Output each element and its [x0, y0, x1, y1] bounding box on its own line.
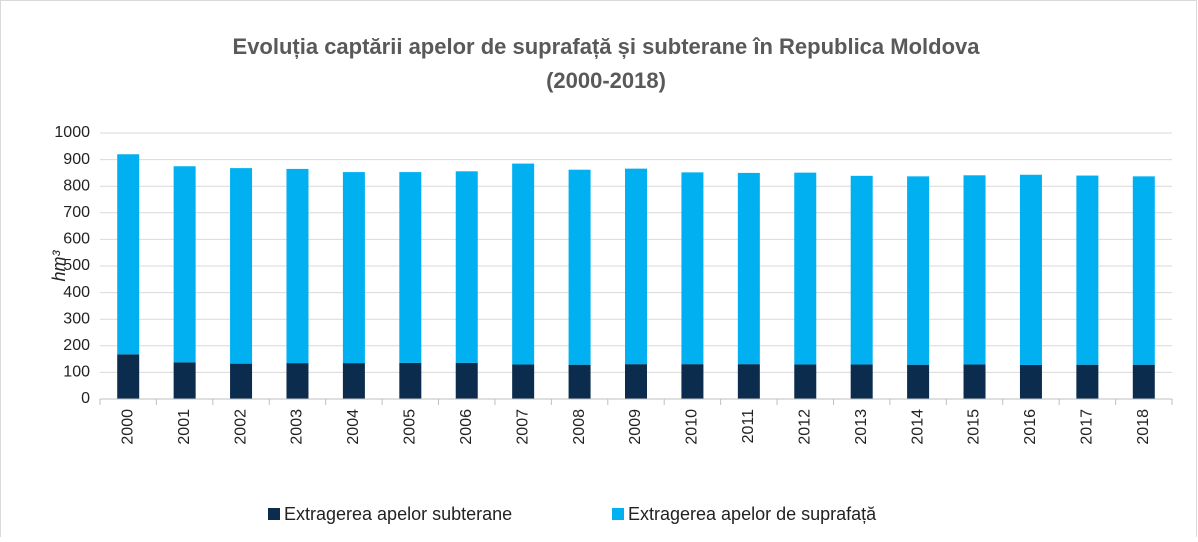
y-tick-label: 100: [63, 364, 90, 381]
x-tick-label: 2005: [402, 409, 419, 445]
bar-segment: [963, 175, 986, 365]
bar-segment: [512, 163, 535, 365]
x-tick-label: 2003: [289, 409, 306, 445]
y-tick-label: 800: [63, 177, 90, 194]
bar-segment: [342, 172, 365, 364]
bar-segment: [850, 175, 873, 365]
bar-segment: [230, 168, 253, 364]
bar-segment: [173, 166, 196, 363]
bar-segment: [230, 363, 253, 399]
bar-segment: [625, 168, 647, 365]
x-tick-label: 2008: [571, 409, 588, 445]
x-tick-label: 2001: [176, 409, 193, 445]
y-tick-label: 600: [63, 231, 90, 248]
x-tick-label: 2015: [966, 409, 983, 445]
bar-segment: [117, 354, 140, 399]
bar-segment: [1019, 364, 1042, 399]
y-tick-label: 400: [63, 284, 90, 301]
bar-segment: [1132, 176, 1155, 365]
bar-segment: [794, 172, 817, 365]
x-tick-label: 2013: [853, 409, 870, 445]
bar-segment: [907, 364, 930, 399]
bar-segment: [737, 364, 760, 399]
x-tick-label: 2002: [232, 409, 249, 445]
x-tick-label: 2007: [514, 409, 531, 445]
bar-segment: [1076, 175, 1099, 365]
bar-segment: [399, 172, 422, 363]
bar-segment: [455, 171, 478, 363]
bar-segment: [342, 363, 365, 399]
bar-segment: [286, 363, 309, 399]
bar-segment: [681, 364, 704, 399]
x-tick-label: 2004: [345, 409, 362, 445]
bar-segment: [286, 168, 309, 364]
x-tick-label: 2018: [1135, 409, 1152, 445]
bar-segment: [568, 169, 591, 365]
y-tick-label: 300: [63, 310, 90, 327]
y-tick-label: 700: [63, 204, 90, 221]
bar-segment: [568, 364, 591, 399]
bar-segment: [1076, 364, 1099, 399]
y-tick-label: 900: [63, 151, 90, 168]
bar-segment: [907, 176, 930, 365]
x-tick-label: 2012: [796, 409, 813, 445]
y-tick-label: 200: [63, 337, 90, 354]
x-tick-label: 2009: [627, 409, 644, 445]
bar-segment: [1019, 174, 1042, 365]
x-tick-label: 2006: [458, 409, 475, 445]
x-tick-label: 2017: [1079, 409, 1096, 445]
bar-segment: [794, 364, 817, 399]
y-tick-label: 1000: [54, 124, 90, 141]
bar-segment: [625, 364, 647, 399]
bar-segment: [963, 364, 986, 399]
y-tick-label: 500: [63, 257, 90, 274]
bar-segment: [737, 172, 760, 365]
legend-swatch: [268, 508, 280, 520]
y-axis-label: hm³: [49, 249, 69, 281]
bar-segment: [512, 364, 535, 399]
bar-segment: [850, 364, 873, 399]
bar-segment: [1132, 364, 1155, 399]
bar-segment: [399, 362, 422, 399]
bar-segment: [681, 172, 704, 365]
bar-segment: [455, 362, 478, 399]
x-tick-label: 2011: [740, 409, 757, 444]
x-tick-label: 2010: [684, 409, 701, 445]
x-tick-label: 2000: [119, 409, 136, 445]
chart-title: Evoluția captării apelor de suprafață și…: [233, 34, 981, 59]
legend-label: Extragerea apelor de suprafață: [628, 504, 877, 524]
bar-segment: [173, 362, 196, 399]
chart-title: (2000-2018): [546, 68, 666, 93]
x-tick-label: 2014: [909, 409, 926, 445]
y-tick-label: 0: [81, 390, 90, 407]
x-tick-label: 2016: [1022, 409, 1039, 445]
bar-segment: [117, 154, 140, 355]
legend-label: Extragerea apelor subterane: [284, 504, 512, 524]
legend-swatch: [612, 508, 624, 520]
